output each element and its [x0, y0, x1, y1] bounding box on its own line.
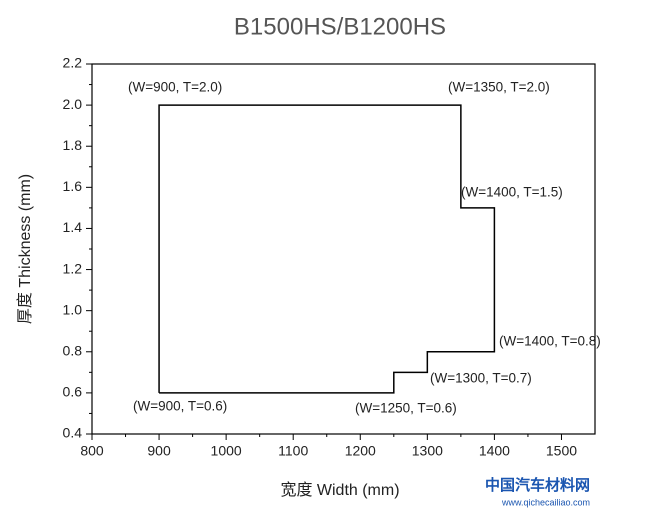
y-tick-label: 2.0: [63, 96, 83, 112]
x-tick-label: 900: [147, 443, 171, 459]
chart-title: B1500HS/B1200HS: [234, 13, 446, 40]
x-tick-label: 1100: [278, 443, 308, 459]
x-tick-label: 1200: [345, 443, 376, 459]
annotation: (W=1250, T=0.6): [355, 401, 457, 416]
x-axis-label: 宽度 Width (mm): [280, 481, 399, 499]
x-tick-label: 1400: [479, 443, 510, 459]
annotation: (W=1400, T=0.8): [499, 334, 601, 349]
x-tick-label: 1300: [412, 443, 443, 459]
y-tick-label: 1.0: [63, 301, 83, 317]
line: [158, 104, 496, 394]
y-tick-label: 2.2: [63, 55, 83, 71]
annotation: (W=1350, T=2.0): [448, 80, 550, 95]
annotation: (W=900, T=0.6): [133, 399, 227, 414]
watermark-title: 中国汽车材料网: [485, 476, 590, 494]
x-tick-label: 1500: [546, 443, 577, 459]
annotation: (W=1300, T=0.7): [430, 371, 532, 386]
y-tick-label: 1.6: [63, 178, 83, 194]
y-tick-label: 0.8: [63, 342, 83, 358]
annotation: (W=1400, T=1.5): [461, 185, 563, 200]
x-tick-label: 800: [80, 443, 104, 459]
y-tick-label: 0.6: [63, 384, 83, 400]
y-tick-label: 1.4: [63, 219, 83, 235]
x-tick-label: 1000: [211, 443, 242, 459]
y-tick-label: 0.4: [63, 425, 83, 441]
y-tick-label: 1.2: [63, 260, 83, 276]
watermark-url: www.qichecailiao.com: [501, 497, 590, 507]
y-axis-label: 厚度 Thickness (mm): [16, 174, 34, 324]
annotation: (W=900, T=2.0): [128, 80, 222, 95]
y-tick-label: 1.8: [63, 137, 83, 153]
